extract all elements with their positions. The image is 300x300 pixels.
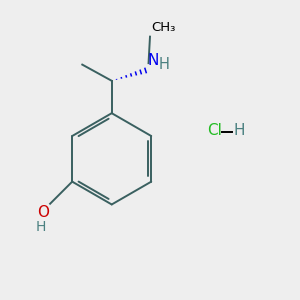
Text: H: H bbox=[233, 123, 245, 138]
Text: O: O bbox=[37, 205, 49, 220]
Text: H: H bbox=[159, 57, 170, 72]
Text: CH₃: CH₃ bbox=[152, 21, 176, 34]
Text: N: N bbox=[147, 52, 158, 68]
Text: Cl: Cl bbox=[207, 123, 222, 138]
Text: H: H bbox=[36, 220, 46, 234]
